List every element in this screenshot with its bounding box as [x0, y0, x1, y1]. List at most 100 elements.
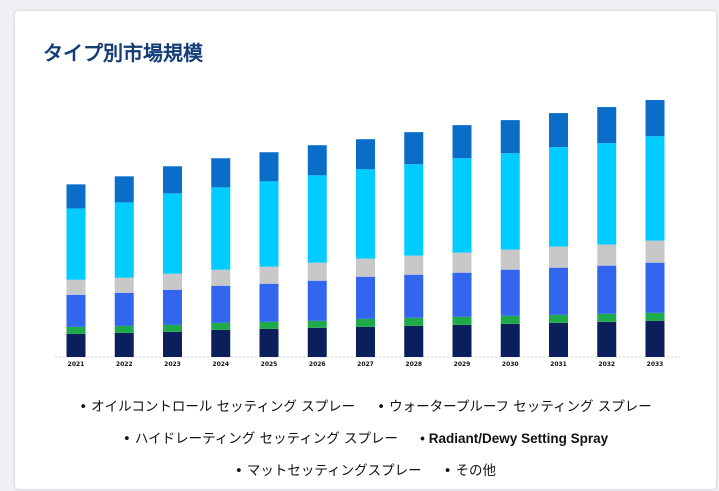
bar-segment-2022-s2	[114, 292, 134, 326]
x-tick-labels: 2021 2022 2023 2024 2025 2026 2027 2028 2029 2030…	[68, 361, 664, 368]
bar-segment-2025-s1	[259, 321, 279, 329]
bar-segment-2023-s2	[163, 289, 182, 325]
chart-title: タイプ別市場規模	[43, 41, 203, 65]
bar-segment-2022-s5	[114, 176, 134, 203]
bar-segment-2025-s5	[259, 152, 279, 182]
bar-segment-2031-s2	[549, 267, 568, 315]
bar-segment-2021-s0	[66, 333, 86, 357]
bar-segment-2029-s4	[452, 158, 472, 253]
bar-segment-2028-s3	[404, 255, 424, 275]
x-tick-label-2030: 2030	[502, 361, 519, 368]
bar-segment-2033-s2	[645, 262, 665, 313]
bar-segment-2022-s4	[114, 202, 134, 278]
bar-segment-2033-s1	[645, 312, 665, 321]
legend-label: オイルコントロール セッティング スプレー	[91, 399, 356, 415]
legend-item: • その他	[444, 455, 496, 487]
bar-segment-2024-s0	[211, 329, 231, 357]
bar-segment-2023-s4	[163, 193, 182, 274]
bar-segment-2028-s5	[404, 132, 424, 165]
x-tick-label-2025: 2025	[261, 361, 278, 368]
bar-segment-2033-s4	[645, 136, 665, 241]
x-tick-label-2028: 2028	[405, 361, 422, 368]
bar-segment-2022-s0	[114, 332, 134, 357]
legend-bullet: •	[443, 463, 452, 479]
bar-segment-2033-s0	[645, 320, 665, 357]
bar-segment-2025-s3	[259, 266, 279, 284]
x-tick-label-2026: 2026	[309, 361, 326, 368]
bar-segment-2026-s0	[307, 327, 327, 357]
bar-segment-2029-s3	[452, 252, 472, 273]
x-tick-label-2024: 2024	[212, 361, 229, 368]
legend-item: • オイルコントロール セッティング スプレー	[79, 391, 355, 423]
bar-segment-2024-s5	[211, 158, 231, 188]
bar-segment-2030-s2	[500, 269, 520, 316]
bar-segment-2032-s3	[597, 244, 617, 266]
bar-segment-2027-s0	[356, 326, 375, 357]
bar-segment-2022-s1	[114, 325, 134, 333]
bar-segment-2025-s0	[259, 328, 279, 357]
legend-label: マットセッティングスプレー	[246, 463, 422, 479]
bar-segment-2027-s1	[356, 318, 375, 327]
bar-segment-2033-s3	[645, 240, 665, 263]
bar-segment-2027-s4	[356, 169, 375, 259]
bar-segment-2024-s3	[211, 269, 231, 286]
legend-bullet: •	[234, 463, 243, 479]
bar-segment-2027-s3	[356, 258, 375, 277]
bar-segment-2032-s1	[597, 313, 617, 322]
legend-item: • マットセッティングスプレー	[235, 455, 422, 487]
legend: • オイルコントロール セッティング スプレー • ウォータープルーフ セッティング …	[15, 391, 716, 487]
bar-segment-2023-s5	[163, 166, 182, 194]
bar-segment-2031-s3	[549, 246, 568, 268]
bar-segment-2032-s2	[597, 265, 617, 314]
bar-segment-2029-s1	[452, 316, 472, 325]
legend-bullet: •	[420, 431, 425, 446]
bar-segment-2028-s0	[404, 325, 424, 357]
bar-segment-2026-s5	[307, 145, 327, 176]
bar-segment-2031-s5	[549, 113, 568, 148]
bar-segment-2024-s1	[211, 322, 231, 330]
legend-label: Radiant/Dewy Setting Spray	[428, 431, 609, 446]
bar-segment-2021-s5	[66, 184, 86, 209]
bar-segment-2032-s4	[597, 143, 617, 245]
bar-segment-2029-s2	[452, 272, 472, 317]
bar-segment-2030-s5	[500, 120, 520, 154]
bar-segment-2030-s3	[500, 249, 520, 270]
stacked-bar-chart: 2021 2022 2023 2024 2025 2026 2027 2028 2029 2030…	[55, 100, 680, 368]
legend-label: ハイドレーティング セッティング スプレー	[134, 431, 399, 447]
legend-bullet: •	[79, 399, 88, 415]
bar-segment-2030-s4	[500, 153, 520, 250]
legend-label: ウォータープルーフ セッティング スプレー	[389, 399, 652, 415]
bar-segment-2023-s0	[163, 331, 182, 357]
bar-segment-2028-s4	[404, 164, 424, 256]
bar-segment-2025-s4	[259, 181, 279, 267]
bar-segment-2025-s2	[259, 283, 279, 322]
x-tick-label-2022: 2022	[116, 361, 133, 368]
bar-segment-2028-s2	[404, 274, 424, 318]
bar-segment-2022-s3	[114, 277, 134, 293]
x-tick-label-2023: 2023	[164, 361, 181, 368]
bar-segment-2028-s1	[404, 317, 424, 326]
bar-segment-2023-s1	[163, 324, 182, 332]
bar-segment-2026-s2	[307, 280, 327, 321]
legend-bullet: •	[122, 431, 131, 447]
bar-segment-2021-s3	[66, 279, 86, 295]
legend-bullet: •	[377, 399, 386, 415]
bar-segment-2023-s3	[163, 273, 182, 290]
bar-segment-2024-s2	[211, 285, 231, 323]
legend-label: その他	[455, 463, 497, 479]
bar-segment-2032-s0	[597, 321, 617, 357]
x-tick-label-2032: 2032	[598, 361, 615, 368]
legend-item: • Radiant/Dewy Setting Spray	[420, 423, 608, 455]
legend-item: • ウォータープルーフ セッティング スプレー	[377, 391, 652, 423]
bar-segment-2021-s4	[66, 208, 86, 280]
bars-group	[66, 100, 665, 357]
x-tick-label-2031: 2031	[550, 361, 567, 368]
bar-segment-2026-s4	[307, 175, 327, 263]
bar-segment-2021-s2	[66, 294, 86, 327]
bar-segment-2030-s1	[500, 315, 520, 324]
bar-segment-2027-s2	[356, 276, 375, 319]
bar-segment-2031-s1	[549, 314, 568, 323]
legend-item: • ハイドレーティング セッティング スプレー	[123, 423, 398, 455]
x-tick-label-2033: 2033	[647, 361, 664, 368]
bar-segment-2021-s1	[66, 326, 86, 334]
